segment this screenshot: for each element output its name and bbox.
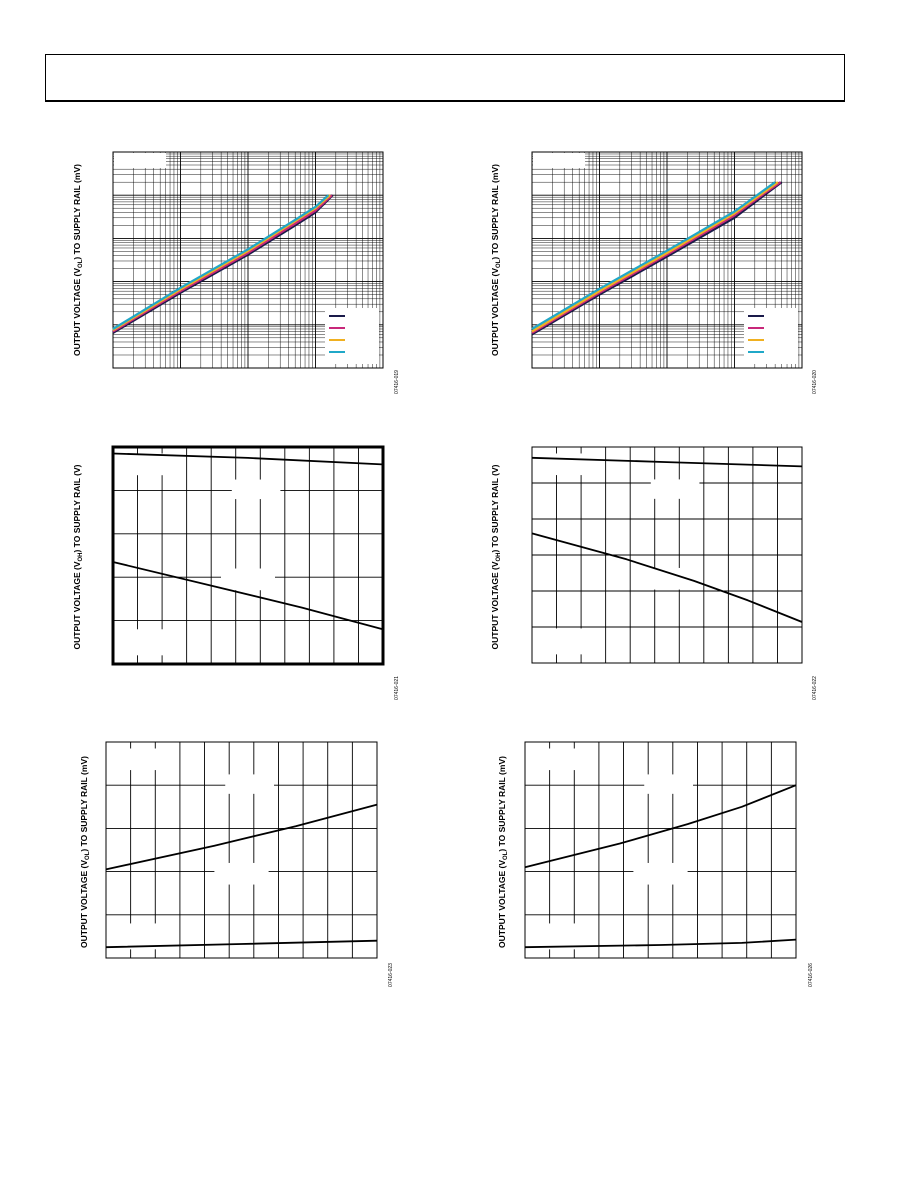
chart-3-grid xyxy=(113,447,383,664)
chart-2-series-3 xyxy=(531,181,779,333)
chart-4: OUTPUT VOLTAGE (VOH) TO SUPPLY RAIL (V) … xyxy=(490,446,818,700)
chart-2-ylabel: OUTPUT VOLTAGE (VOL) TO SUPPLY RAIL (mV) xyxy=(490,164,502,356)
chart-2-label-patch xyxy=(533,153,585,168)
chart-5-series-2 xyxy=(105,939,378,949)
chart-3-annotation-patch xyxy=(221,568,275,591)
chart-4-series-1 xyxy=(531,456,803,468)
chart-4-annotation-patch xyxy=(553,628,595,655)
chart-2-series-1 xyxy=(531,181,783,336)
chart-4-annotation-patch xyxy=(537,453,584,476)
chart-6-series-1 xyxy=(524,784,797,869)
chart-3: OUTPUT VOLTAGE (VOH) TO SUPPLY RAIL (V) … xyxy=(72,445,400,700)
chart-6-grid xyxy=(525,742,796,958)
chart-4-ylabel: OUTPUT VOLTAGE (VOH) TO SUPPLY RAIL (V) xyxy=(490,464,502,649)
chart-6: OUTPUT VOLTAGE (VOL) TO SUPPLY RAIL (mV)… xyxy=(497,741,814,987)
chart-5: OUTPUT VOLTAGE (VOL) TO SUPPLY RAIL (mV)… xyxy=(79,741,394,987)
chart-6-annotation-patch xyxy=(644,774,694,794)
chart-6-series-2 xyxy=(524,938,797,949)
chart-3-series-2 xyxy=(112,561,384,631)
chart-6-annotation-patch xyxy=(633,862,688,885)
chart-1-figure-id: 07416-019 xyxy=(394,370,400,394)
chart-2: OUTPUT VOLTAGE (VOL) TO SUPPLY RAIL (mV)… xyxy=(490,151,818,394)
chart-2-series-4 xyxy=(531,181,776,330)
chart-3-ylabel: OUTPUT VOLTAGE (VOH) TO SUPPLY RAIL (V) xyxy=(72,464,84,649)
chart-5-annotation-patch xyxy=(225,774,275,794)
chart-3-figure-id: 07416-021 xyxy=(394,676,400,700)
chart-2-legend xyxy=(744,308,798,364)
chart-1-series-2 xyxy=(112,194,333,333)
chart-6-figure-id: 07416-026 xyxy=(808,963,814,987)
chart-5-frame xyxy=(105,741,378,959)
chart-2-series-2 xyxy=(531,181,782,334)
chart-1-frame xyxy=(112,151,384,369)
chart-4-series-2 xyxy=(531,532,803,623)
chart-2-frame xyxy=(531,151,803,369)
chart-1: OUTPUT VOLTAGE (VOL) TO SUPPLY RAIL (mV)… xyxy=(72,151,400,394)
chart-6-frame xyxy=(524,741,797,959)
chart-4-annotation-patch xyxy=(640,567,694,590)
chart-1-legend xyxy=(325,308,379,364)
chart-5-series-1 xyxy=(105,803,378,871)
chart-3-annotation-patch xyxy=(118,453,165,476)
chart-4-frame xyxy=(531,446,803,664)
page-header-box xyxy=(45,54,845,102)
chart-5-annotation-patch xyxy=(111,748,158,771)
chart-4-figure-id: 07416-022 xyxy=(812,676,818,700)
chart-6-annotation-patch xyxy=(546,923,588,950)
chart-1-series-1 xyxy=(112,194,334,334)
chart-6-annotation-patch xyxy=(530,748,577,771)
chart-3-frame xyxy=(111,445,385,666)
chart-1-series-4 xyxy=(112,194,330,330)
chart-1-ylabel: OUTPUT VOLTAGE (VOL) TO SUPPLY RAIL (mV) xyxy=(72,164,84,356)
chart-3-annotation-patch xyxy=(231,479,281,500)
chart-5-ylabel: OUTPUT VOLTAGE (VOL) TO SUPPLY RAIL (mV) xyxy=(79,756,91,948)
chart-5-annotation-patch xyxy=(214,862,269,885)
chart-4-annotation-patch xyxy=(650,479,700,499)
chart-3-series-1 xyxy=(112,452,384,466)
chart-6-ylabel: OUTPUT VOLTAGE (VOL) TO SUPPLY RAIL (mV) xyxy=(497,756,509,948)
chart-3-annotation-patch xyxy=(134,629,176,656)
chart-4-grid xyxy=(532,447,802,663)
chart-5-grid xyxy=(106,742,377,958)
chart-1-label-patch xyxy=(114,153,166,168)
chart-5-figure-id: 07416-023 xyxy=(388,963,394,987)
chart-2-figure-id: 07416-020 xyxy=(812,370,818,394)
